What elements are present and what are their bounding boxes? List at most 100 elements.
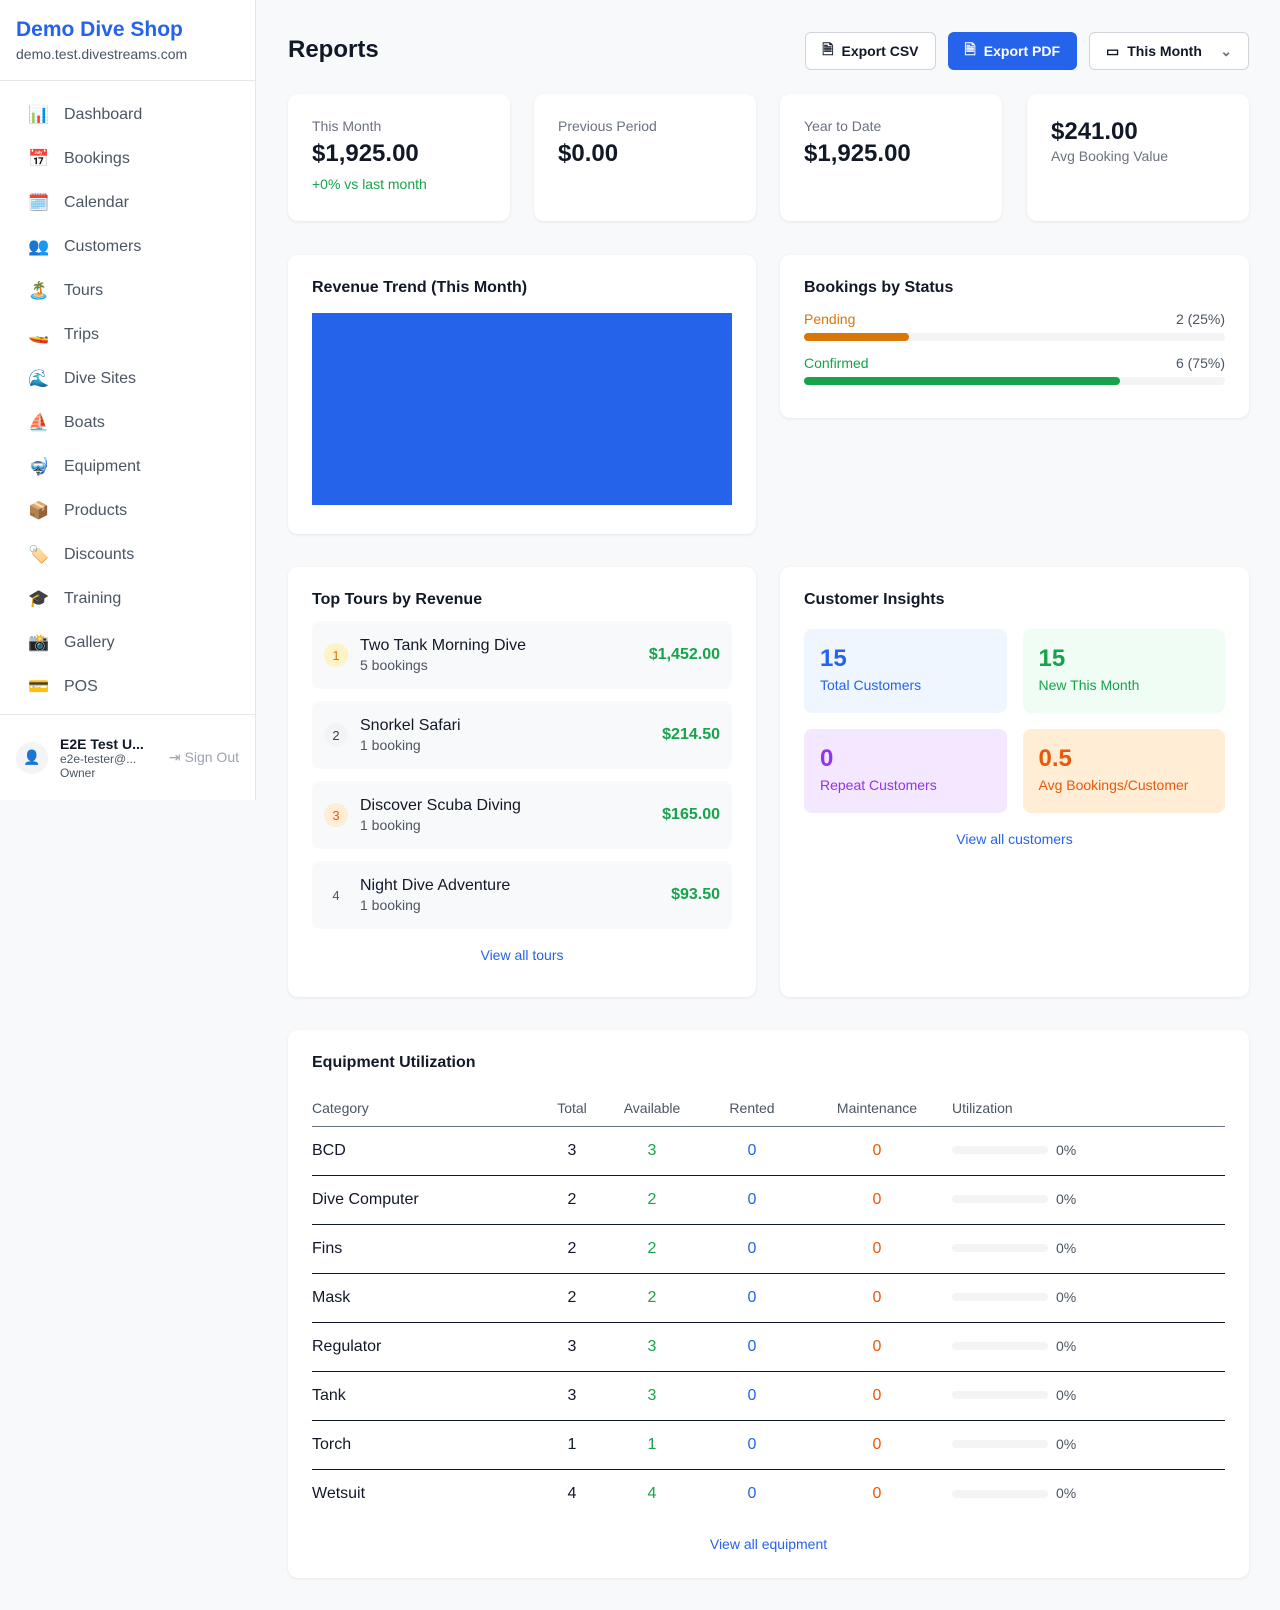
cell-maintenance: 0 (872, 1484, 882, 1502)
status-progress-track (804, 333, 1225, 341)
stat-year-to-date: Year to Date $1,925.00 (780, 94, 1002, 221)
card-title: Bookings by Status (804, 279, 954, 296)
cell-available: 4 (647, 1484, 657, 1502)
card-title: Equipment Utilization (312, 1054, 476, 1071)
cell-maintenance: 0 (802, 1126, 952, 1176)
export-csv-button[interactable]: 🗎 Export CSV (805, 32, 936, 70)
insight-tile-repeat-customers: 0 Repeat Customers (804, 729, 1007, 813)
tour-rank: 2 (324, 723, 348, 747)
utilization-percent: 0% (1056, 1484, 1077, 1501)
dashboard-icon: 📊 (28, 105, 50, 124)
sidebar-item-products[interactable]: 📦 Products (16, 489, 239, 533)
export-pdf-button[interactable]: 🗎 Export PDF (947, 32, 1077, 70)
pos-icon: 💳 (28, 677, 50, 696)
tour-item[interactable]: 2 Snorkel Safari 1 booking $214.50 (312, 701, 732, 769)
sidebar-item-bookings[interactable]: 📅 Bookings (16, 137, 239, 181)
stat-label: Previous Period (558, 118, 657, 134)
sidebar-item-label: Customers (64, 238, 142, 255)
table-row: Tank 3 3 0 0 0% (312, 1371, 1225, 1421)
sidebar-item-label: Products (64, 502, 128, 519)
sidebar-item-trips[interactable]: 🚤 Trips (16, 313, 239, 357)
sidebar-item-label: Discounts (64, 546, 135, 563)
utilization-percent: 0% (1056, 1435, 1077, 1452)
insight-tile-new-this-month: 15 New This Month (1022, 629, 1225, 713)
tour-revenue: $165.00 (662, 806, 720, 823)
cell-utilization: 0% (952, 1322, 1225, 1372)
utilization-percent: 0% (1056, 1141, 1077, 1158)
sidebar-item-label: Calendar (64, 194, 129, 211)
tour-revenue: $93.50 (671, 886, 720, 903)
sidebar-item-training[interactable]: 🎓 Training (16, 577, 239, 621)
tour-name: Night Dive Adventure (360, 877, 511, 894)
sidebar-item-label: POS (64, 678, 98, 695)
trips-icon: 🚤 (28, 325, 50, 344)
sign-out-button[interactable]: ⇥ Sign Out (169, 749, 239, 766)
sidebar-item-gallery[interactable]: 📸 Gallery (16, 621, 239, 665)
sidebar-item-tours[interactable]: 🏝️ Tours (16, 269, 239, 313)
cell-maintenance: 0 (802, 1224, 952, 1274)
period-select[interactable]: ▭ This Month ⌄ (1089, 32, 1249, 70)
stat-label: This Month (312, 118, 382, 134)
table-row: BCD 3 3 0 0 0% (312, 1126, 1225, 1176)
equipment-utilization-card: Equipment Utilization Category Total Avail… (288, 1030, 1249, 1578)
calendar-icon: ▭ (1106, 42, 1120, 59)
tour-item[interactable]: 3 Discover Scuba Diving 1 booking $165.00 (312, 781, 732, 849)
utilization-percent: 0% (1056, 1386, 1077, 1403)
sidebar-item-label: Dive Sites (64, 370, 137, 387)
sign-out-icon: ⇥ (168, 749, 181, 765)
stat-value: $0.00 (558, 140, 619, 167)
sidebar-item-dive-sites[interactable]: 🌊 Dive Sites (16, 357, 239, 401)
view-all-equipment-link[interactable]: View all equipment (709, 1536, 828, 1552)
sidebar-item-boats[interactable]: ⛵ Boats (16, 401, 239, 445)
table-row: Wetsuit 4 4 0 0 0% (312, 1469, 1225, 1518)
sidebar-item-calendar[interactable]: 🗓️ Calendar (16, 181, 239, 225)
cell-rented: 0 (702, 1175, 802, 1225)
boats-icon: ⛵ (28, 413, 50, 432)
sidebar-item-label: Gallery (64, 634, 115, 651)
status-progress-track (804, 377, 1225, 385)
cell-maintenance: 0 (802, 1322, 952, 1372)
sidebar-item-customers[interactable]: 👥 Customers (16, 225, 239, 269)
stat-value: $241.00 (1051, 118, 1138, 145)
column-header: Category (312, 1090, 542, 1127)
cell-total: 3 (542, 1322, 602, 1372)
cell-rented: 0 (702, 1273, 802, 1323)
stat-avg-booking: $241.00 Avg Booking Value (1027, 94, 1249, 221)
page-title: Reports (288, 36, 379, 63)
cell-rented: 0 (702, 1371, 802, 1421)
chevron-down-icon: ⌄ (1220, 42, 1232, 59)
cell-total: 2 (542, 1273, 602, 1323)
discounts-icon: 🏷️ (28, 545, 50, 564)
sidebar-item-equipment[interactable]: 🤿 Equipment (16, 445, 239, 489)
view-all-tours-link[interactable]: View all tours (480, 947, 564, 963)
tour-item[interactable]: 4 Night Dive Adventure 1 booking $93.50 (312, 861, 732, 929)
cell-maintenance: 0 (802, 1371, 952, 1421)
sign-out-label: Sign Out (184, 749, 239, 765)
tour-item[interactable]: 1 Two Tank Morning Dive 5 bookings $1,452.0… (312, 621, 732, 689)
column-header: Utilization (952, 1090, 1225, 1127)
cell-category: Regulator (312, 1322, 542, 1372)
sidebar-item-pos[interactable]: 💳 POS (16, 665, 239, 709)
utilization-percent: 0% (1056, 1288, 1077, 1305)
top-tours-card: Top Tours by Revenue 1 Two Tank Morning D… (288, 567, 756, 997)
sidebar-nav: 📊 Dashboard 📅 Bookings 🗓️ Calendar 👥 Customers 🏝… (0, 81, 255, 721)
column-header: Available (602, 1090, 702, 1127)
bookings-icon: 📅 (28, 149, 50, 168)
table-row: Fins 2 2 0 0 0% (312, 1224, 1225, 1274)
period-value: This Month (1127, 43, 1202, 59)
sidebar-item-dashboard[interactable]: 📊 Dashboard (16, 93, 239, 137)
cell-total: 4 (567, 1484, 577, 1502)
insight-value: 15 (820, 645, 847, 672)
insight-label: New This Month (1038, 677, 1140, 693)
brand-name[interactable]: Demo Dive Shop (16, 18, 183, 41)
sidebar: Demo Dive Shop demo.test.divestreams.com… (0, 0, 256, 800)
stat-value: $1,925.00 (312, 140, 419, 167)
view-all-customers-link[interactable]: View all customers (956, 831, 1073, 847)
sidebar-item-discounts[interactable]: 🏷️ Discounts (16, 533, 239, 577)
utilization-bar (952, 1146, 1048, 1155)
user-role: Owner (60, 765, 96, 780)
cell-category: Dive Computer (312, 1175, 542, 1225)
status-label: Confirmed (804, 355, 869, 371)
stat-label: Year to Date (804, 118, 882, 134)
table-row: Mask 2 2 0 0 0% (312, 1273, 1225, 1323)
